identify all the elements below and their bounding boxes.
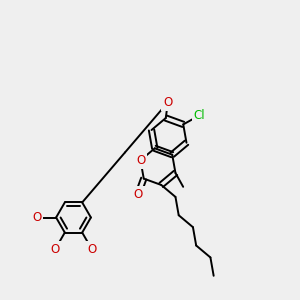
Text: O: O bbox=[50, 243, 60, 256]
Text: O: O bbox=[32, 211, 41, 224]
Text: O: O bbox=[134, 188, 142, 201]
Text: O: O bbox=[163, 96, 172, 109]
Text: O: O bbox=[136, 154, 145, 167]
Text: Cl: Cl bbox=[194, 109, 205, 122]
Text: O: O bbox=[87, 243, 97, 256]
